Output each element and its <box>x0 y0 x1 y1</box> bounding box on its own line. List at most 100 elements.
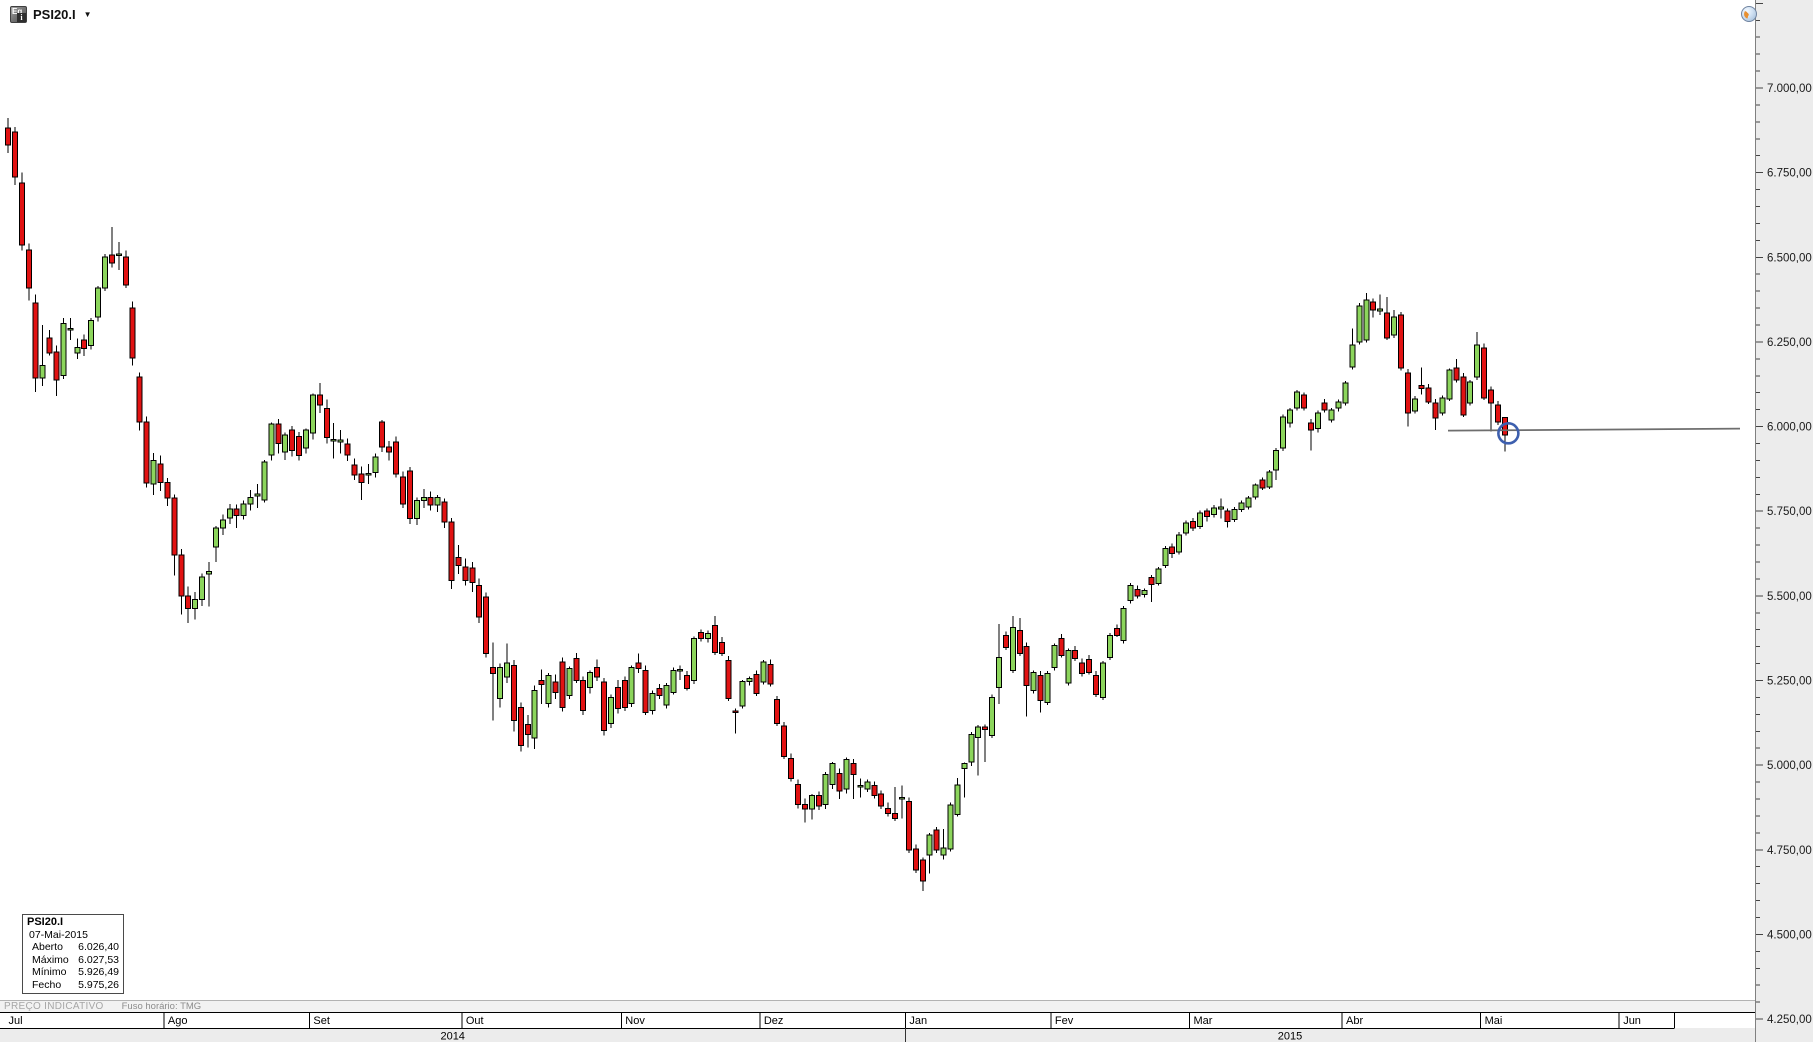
candle-down <box>483 596 490 654</box>
candle-down <box>476 584 483 618</box>
high-label: Máximo <box>32 953 69 966</box>
candle-down <box>933 829 940 851</box>
candle-down <box>351 464 358 476</box>
candle-up <box>365 472 372 476</box>
candle-down <box>1259 479 1266 489</box>
candle-down <box>289 429 296 451</box>
candle-down <box>912 848 919 871</box>
candle-up <box>843 758 850 790</box>
candle-up <box>1377 308 1384 312</box>
candle-down <box>684 674 691 689</box>
candle-down <box>1113 627 1120 636</box>
candle-down <box>1418 384 1425 390</box>
price-tick-label: 5.500,00 <box>1767 591 1812 603</box>
candle-up <box>1266 471 1273 488</box>
candle-up <box>74 346 81 354</box>
chevron-down-icon[interactable]: ▼ <box>83 9 92 19</box>
candle-up <box>420 496 427 502</box>
candle-down <box>136 376 143 423</box>
candle-down <box>621 680 628 708</box>
close-value: 5.975,26 <box>78 978 119 991</box>
equity-icon-text: Eq <box>12 6 23 16</box>
candle-up <box>102 256 109 289</box>
candle-down <box>1370 301 1377 311</box>
candle-down <box>462 566 469 581</box>
candle-down <box>552 681 559 693</box>
candle-down <box>1300 394 1307 409</box>
candle-down <box>815 795 822 807</box>
price-tick-label: 4.500,00 <box>1767 929 1812 941</box>
candle-down <box>1404 372 1411 414</box>
high-value: 6.027,53 <box>78 953 119 966</box>
open-label: Aberto <box>32 941 63 953</box>
low-label: Mínimo <box>32 966 67 978</box>
price-axis-strip[interactable] <box>1755 0 1813 1042</box>
price-tick-label: 6.000,00 <box>1767 422 1812 434</box>
candle-up <box>940 847 947 856</box>
candle-down <box>1321 402 1328 411</box>
candle-down <box>642 669 649 713</box>
candle-down <box>1425 387 1432 403</box>
candle-down <box>11 131 18 178</box>
symbol-label[interactable]: PSI20.I <box>33 6 76 22</box>
candle-up <box>989 696 996 736</box>
candle-down <box>164 481 171 499</box>
candle-down <box>718 642 725 654</box>
candle-down <box>490 666 497 674</box>
candle-down <box>53 351 60 381</box>
candle-up <box>247 497 254 505</box>
candle-down <box>538 680 545 686</box>
candle-up <box>628 666 635 705</box>
candle-down <box>614 686 621 709</box>
candle-down <box>178 554 185 597</box>
candle-up <box>1356 305 1363 343</box>
candle-up <box>1127 584 1134 601</box>
candle-down <box>580 680 587 711</box>
session-clock-icon[interactable] <box>1741 6 1757 22</box>
instrument-header[interactable]: Eq i PSI20.I ▼ <box>10 4 92 24</box>
candle-down <box>1481 347 1488 399</box>
candle-down <box>711 625 718 653</box>
candle-down <box>850 762 857 775</box>
candle-up <box>677 669 684 672</box>
candle-up <box>1217 506 1224 510</box>
candle-down <box>1072 649 1079 660</box>
candle-down <box>656 687 663 696</box>
price-tick-label: 5.250,00 <box>1767 676 1812 688</box>
candle-down <box>982 726 989 731</box>
candle-down <box>1203 510 1210 517</box>
price-tick-label: 5.750,00 <box>1767 506 1812 518</box>
candle-down <box>143 421 150 484</box>
candle-up <box>968 734 975 763</box>
year-label: 2015 <box>1278 1031 1302 1042</box>
candle-up <box>704 632 711 640</box>
candle-up <box>1293 391 1300 409</box>
timezone-label: Fuso horário: TMG <box>121 1001 202 1012</box>
candle-up <box>1252 484 1259 498</box>
candle-up <box>670 669 677 693</box>
candle-down <box>108 254 115 264</box>
month-label: Abr <box>1346 1015 1363 1027</box>
price-tick-label: 6.500,00 <box>1767 252 1812 264</box>
candle-down <box>573 658 580 682</box>
candle-down <box>81 339 88 349</box>
candle-down <box>1016 629 1023 654</box>
candle-up <box>95 287 102 318</box>
trendline[interactable] <box>1447 427 1741 432</box>
candle-down <box>732 710 739 714</box>
candle-up <box>663 684 670 706</box>
candle-up <box>219 519 226 529</box>
candle-down <box>1134 588 1141 597</box>
candle-down <box>25 249 32 289</box>
candle-down <box>795 783 802 805</box>
candle-up <box>88 319 95 346</box>
candle-down <box>1002 634 1009 648</box>
month-label: Jun <box>1623 1015 1641 1027</box>
candle-up <box>822 773 829 805</box>
candle-down <box>129 307 136 359</box>
candle-up <box>337 439 344 443</box>
trendline-handle[interactable] <box>1497 422 1520 445</box>
candle-up <box>1106 634 1113 658</box>
